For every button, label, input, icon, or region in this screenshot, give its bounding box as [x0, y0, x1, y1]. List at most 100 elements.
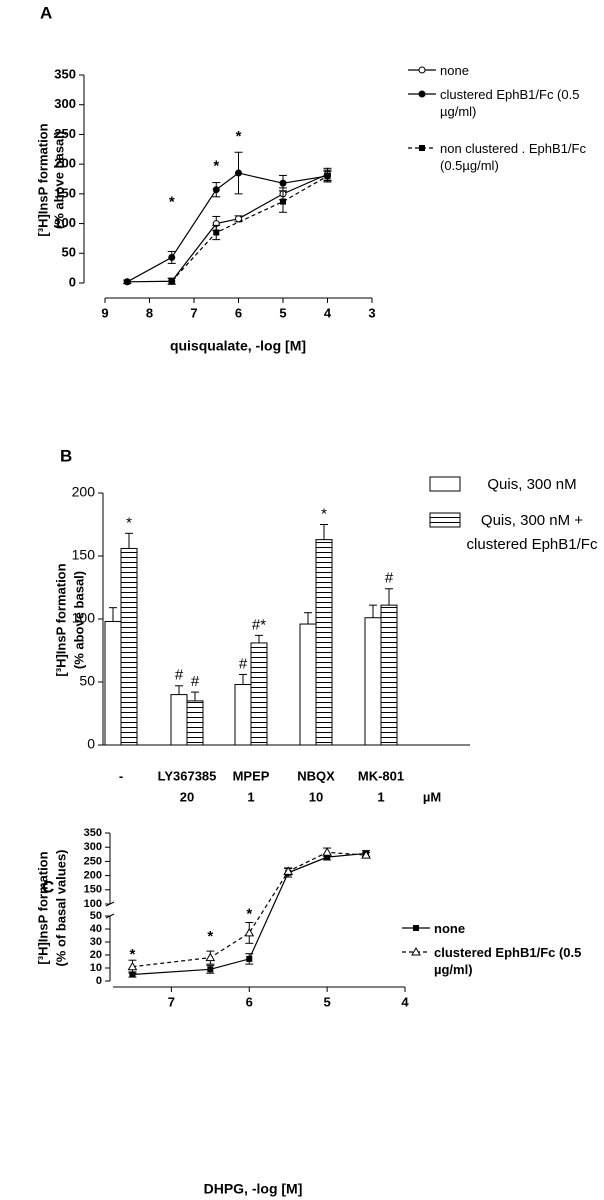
x-tick-label: 4	[401, 994, 409, 1009]
marker	[205, 952, 216, 962]
y-tick-label: 350	[54, 66, 76, 81]
y-tick-label: 200	[54, 156, 76, 171]
legend-label-box: clustered EphB1/Fc (0.5 µg/ml)	[440, 87, 579, 119]
legend-label: Quis, 300 nM	[487, 476, 577, 493]
significance-marker: *	[126, 514, 132, 531]
y-axis-label: [³H]InsP formation	[35, 851, 50, 964]
bar	[315, 539, 333, 746]
significance-marker: #	[175, 667, 184, 684]
x-tick-label: 4	[324, 305, 332, 320]
marker	[212, 186, 220, 194]
axis-break	[105, 901, 115, 907]
y-tick-label: 150	[72, 547, 96, 563]
series-line	[126, 172, 328, 283]
legend-label-box: non clustered . EphB1/Fc (0.5µg/ml)	[440, 141, 586, 173]
y-tick-label: 150	[84, 884, 102, 896]
bar	[380, 604, 398, 746]
x-axis-label: quisqualate, -log [M]	[170, 338, 306, 354]
x-tick-label: 9	[101, 305, 108, 320]
y-tick-label: 100	[54, 215, 76, 230]
x-tick-label: 7	[190, 305, 197, 320]
x-tick-label: 6	[246, 994, 253, 1009]
dose-label: 1	[377, 789, 384, 804]
annotation: *	[236, 128, 242, 145]
y-tick-label: 350	[84, 827, 102, 839]
annotation: *	[207, 928, 213, 945]
legend-swatch	[429, 512, 461, 528]
marker	[127, 961, 138, 971]
marker	[418, 66, 426, 74]
marker	[207, 966, 214, 973]
x-tick-label: MPEP	[233, 768, 270, 783]
y-tick-label: 300	[54, 96, 76, 111]
marker	[168, 253, 176, 261]
dose-unit: µM	[423, 789, 441, 804]
y-tick-label: 50	[90, 910, 102, 922]
x-tick-label: -	[119, 768, 123, 783]
x-tick-label: NBQX	[297, 768, 335, 783]
x-tick-label: 6	[235, 305, 242, 320]
dose-label: 20	[180, 789, 194, 804]
x-tick-label: MK-801	[358, 768, 404, 783]
x-axis-label: DHPG, -log [M]	[204, 1181, 303, 1197]
legend-label: Quis, 300 nM + clustered EphB1/Fc	[466, 512, 598, 553]
annotation: *	[246, 906, 252, 923]
marker	[418, 90, 426, 98]
y-tick-label: 100	[84, 898, 102, 910]
marker	[324, 173, 331, 180]
marker	[361, 850, 371, 859]
marker	[411, 946, 421, 956]
y-tick-label: 50	[62, 245, 76, 260]
marker	[235, 215, 242, 223]
y-tick-label: 250	[84, 855, 102, 867]
significance-marker: #*	[252, 616, 266, 633]
annotation: *	[169, 194, 175, 211]
axis-break	[105, 913, 115, 919]
series-line	[127, 173, 328, 283]
bar	[120, 547, 138, 746]
y-axis-label: [³H]InsP formation	[35, 123, 50, 236]
bar	[364, 617, 382, 746]
legend-label: non clustered . EphB1/Fc (0.5µg/ml)	[440, 141, 586, 173]
bar	[250, 642, 268, 746]
y-tick-label: 40	[90, 923, 102, 935]
y-axis-label: (% of basal values)	[53, 849, 68, 966]
marker	[283, 866, 294, 875]
legend-label-box: Quis, 300 nM + clustered EphB1/Fc	[466, 512, 598, 553]
y-tick-label: 50	[79, 673, 95, 689]
y-tick-label: 20	[90, 949, 102, 961]
marker	[280, 198, 286, 205]
marker	[413, 925, 419, 931]
annotation: *	[130, 946, 136, 963]
significance-marker: *	[321, 505, 327, 522]
marker	[322, 847, 332, 856]
significance-marker: #	[385, 570, 394, 587]
y-tick-label: 30	[90, 936, 102, 948]
y-tick-label: 200	[72, 484, 96, 500]
y-tick-label: 100	[72, 610, 96, 626]
marker	[244, 927, 255, 937]
marker	[123, 278, 131, 286]
dose-label: 10	[309, 789, 323, 804]
series-line	[132, 851, 367, 968]
y-axis-label: [³H]InsP formation	[53, 563, 68, 676]
dose-label: 1	[247, 789, 254, 804]
y-tick-label: 0	[96, 975, 102, 987]
legend-label-box: Quis, 300 nM	[487, 476, 577, 493]
x-tick-label: 5	[324, 994, 331, 1009]
marker	[235, 169, 242, 177]
x-tick-label: 3	[368, 305, 375, 320]
y-tick-label: 150	[54, 185, 76, 200]
y-tick-label: 300	[84, 841, 102, 853]
legend-label-box: none	[434, 921, 465, 936]
panel-label: A	[40, 3, 52, 22]
significance-marker: #	[191, 673, 200, 690]
x-tick-label: 7	[168, 994, 175, 1009]
legend-label: none	[440, 63, 469, 78]
legend-label-box: none	[440, 63, 469, 78]
x-tick-label: 8	[146, 305, 153, 320]
y-axis-label: (% above basal)	[51, 131, 66, 229]
bar	[170, 694, 188, 746]
